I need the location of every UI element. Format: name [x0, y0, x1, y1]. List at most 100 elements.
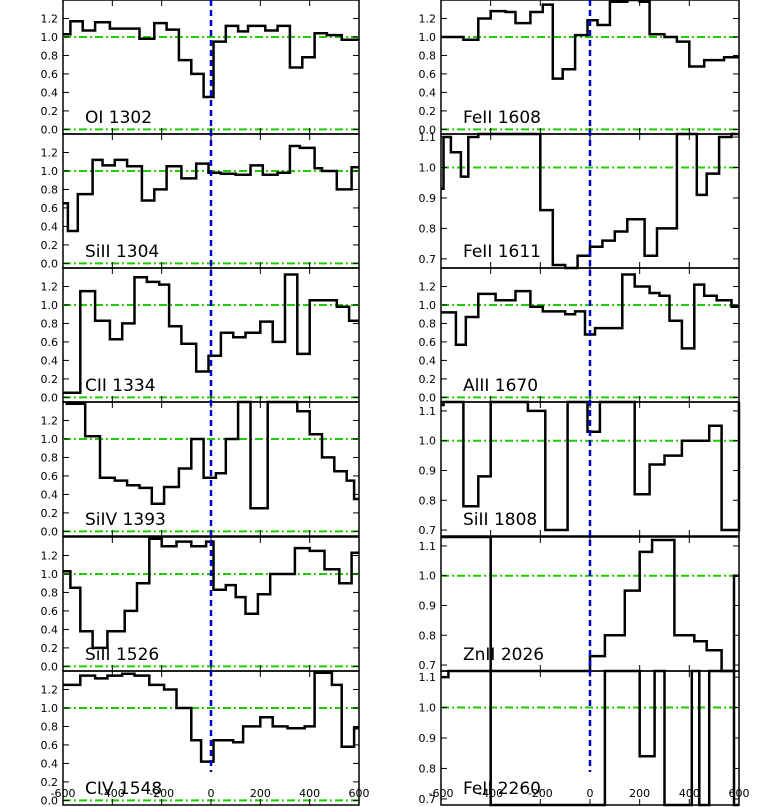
- panel-label-siii-1526: SiII 1526: [85, 645, 159, 665]
- y-tick-label: 0.0: [41, 123, 59, 136]
- x-tick-label: 200: [629, 787, 650, 800]
- spectrum-cii-1334: [63, 273, 359, 395]
- x-tick-label: -200: [528, 787, 553, 800]
- y-tick-label: 1.2: [41, 414, 59, 427]
- y-tick-label: 1.2: [41, 280, 59, 293]
- y-tick-label: 0.2: [419, 373, 437, 386]
- y-tick-label: 0.8: [419, 222, 437, 235]
- y-tick-label: 0.4: [41, 623, 59, 636]
- y-tick-label: 0.2: [41, 105, 59, 118]
- y-tick-label: 0.0: [41, 794, 59, 807]
- y-tick-label: 0.8: [41, 586, 59, 599]
- y-tick-label: 0.2: [41, 373, 59, 386]
- y-tick-label: 0.9: [419, 464, 437, 477]
- y-tick-label: 0.6: [41, 202, 59, 215]
- y-tick-label: 1.1: [419, 540, 437, 553]
- y-tick-label: 1.1: [419, 671, 437, 684]
- y-tick-label: 0.8: [41, 49, 59, 62]
- panel-label-feii-2260: FeII 2260: [463, 779, 541, 799]
- y-tick-label: 0.8: [41, 720, 59, 733]
- x-tick-label: 600: [729, 787, 750, 800]
- spectrum-feii-1611: [441, 132, 739, 270]
- y-tick-label: 1.2: [419, 280, 437, 293]
- y-tick-label: 0.8: [419, 494, 437, 507]
- y-tick-label: 1.1: [419, 405, 437, 418]
- y-tick-label: 1.2: [419, 12, 437, 25]
- y-tick-label: 0.4: [419, 354, 437, 367]
- panel-label-cii-1334: CII 1334: [85, 376, 156, 396]
- y-tick-label: 0.4: [419, 86, 437, 99]
- panel-label-oi-1302: OI 1302: [85, 108, 152, 128]
- x-tick-label: 200: [250, 787, 271, 800]
- y-tick-label: 0.8: [41, 451, 59, 464]
- x-tick-label: -400: [478, 787, 503, 800]
- y-tick-label: 0.7: [419, 253, 437, 266]
- y-tick-label: 0.6: [41, 605, 59, 618]
- y-tick-label: 1.0: [419, 162, 437, 175]
- y-tick-label: 0.6: [41, 470, 59, 483]
- x-tick-label: -600: [51, 787, 76, 800]
- y-tick-label: 0.7: [419, 659, 437, 672]
- spectrum-feii-1608: [441, 0, 739, 80]
- y-tick-label: 0.9: [419, 192, 437, 205]
- y-tick-label: 1.0: [419, 570, 437, 583]
- panel-label-feii-1611: FeII 1611: [463, 242, 541, 262]
- panel-label-feii-1608: FeII 1608: [463, 108, 541, 128]
- y-tick-label: 0.8: [41, 317, 59, 330]
- panel-label-siiv-1393: SiIV 1393: [85, 510, 166, 530]
- y-tick-label: 0.0: [41, 660, 59, 673]
- y-tick-label: 0.2: [41, 507, 59, 520]
- y-tick-label: 1.2: [41, 683, 59, 696]
- panel-label-siii-1808: SiII 1808: [463, 510, 537, 530]
- panel-label-znii-2026: ZnII 2026: [463, 645, 544, 665]
- panel-label-siii-1304: SiII 1304: [85, 242, 159, 262]
- x-tick-label: 600: [349, 787, 370, 800]
- y-tick-label: 1.2: [41, 146, 59, 159]
- y-tick-label: 0.0: [41, 525, 59, 538]
- spectrum-siii-1304: [63, 144, 359, 233]
- y-tick-label: 1.1: [419, 131, 437, 144]
- y-tick-label: 1.0: [419, 435, 437, 448]
- y-tick-label: 0.6: [419, 336, 437, 349]
- x-tick-label: 0: [208, 787, 215, 800]
- x-tick-label: 400: [299, 787, 320, 800]
- y-tick-label: 1.0: [41, 702, 59, 715]
- y-tick-label: 0.9: [419, 732, 437, 745]
- y-tick-label: 0.2: [41, 776, 59, 789]
- spectrum-siii-1526: [63, 537, 359, 650]
- y-tick-label: 0.6: [41, 739, 59, 752]
- y-tick-label: 0.8: [41, 183, 59, 196]
- x-tick-label: -600: [429, 787, 454, 800]
- spectrum-siiv-1393: [65, 400, 359, 510]
- y-tick-label: 0.4: [41, 86, 59, 99]
- y-tick-label: 0.8: [419, 762, 437, 775]
- y-tick-label: 0.2: [419, 105, 437, 118]
- y-tick-label: 0.8: [419, 317, 437, 330]
- y-tick-label: 0.4: [41, 220, 59, 233]
- y-tick-label: 1.0: [41, 299, 59, 312]
- y-tick-label: 0.6: [419, 68, 437, 81]
- x-tick-label: -400: [100, 787, 125, 800]
- y-tick-label: 0.0: [41, 391, 59, 404]
- y-tick-label: 0.7: [419, 524, 437, 537]
- y-tick-label: 0.2: [41, 642, 59, 655]
- y-tick-label: 0.4: [41, 488, 59, 501]
- spectrum-civ-1548: [63, 671, 359, 763]
- x-tick-label: 0: [587, 787, 594, 800]
- y-tick-label: 1.0: [41, 165, 59, 178]
- y-tick-label: 1.0: [419, 31, 437, 44]
- y-tick-label: 1.0: [41, 568, 59, 581]
- panel-label-alii-1670: AlII 1670: [463, 376, 538, 396]
- spectrum-feii-2260: [441, 669, 739, 807]
- y-tick-label: 0.2: [41, 239, 59, 252]
- y-tick-label: 0.8: [419, 629, 437, 642]
- y-tick-label: 1.0: [41, 433, 59, 446]
- y-tick-label: 0.4: [41, 757, 59, 770]
- y-tick-label: 0.6: [41, 336, 59, 349]
- y-tick-label: 0.6: [41, 68, 59, 81]
- y-tick-label: 1.0: [419, 702, 437, 715]
- spectrum-znii-2026: [441, 535, 739, 673]
- y-tick-label: 0.7: [419, 793, 437, 806]
- y-tick-label: 0.8: [419, 49, 437, 62]
